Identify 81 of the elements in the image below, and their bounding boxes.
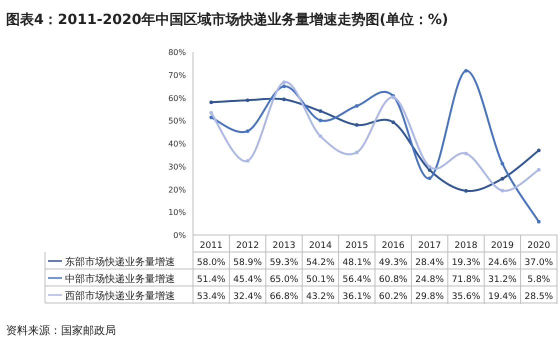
y-tick-label: 30%	[168, 162, 186, 172]
point	[282, 80, 286, 84]
point	[282, 84, 286, 88]
point	[428, 168, 432, 172]
text: 资料来源：国家邮政局	[6, 324, 116, 337]
point	[537, 220, 541, 224]
point	[500, 188, 504, 192]
point	[537, 148, 541, 152]
chart-title: 图表4：2011-2020年中国区域市场快递业务量增速走势图(单位：%)	[6, 11, 448, 28]
data-label: 24.8%	[415, 275, 444, 285]
y-tick-label: 80%	[168, 48, 186, 57]
data-label: 29.8%	[415, 292, 444, 302]
y-tick-label: 70%	[168, 70, 186, 80]
point	[464, 68, 468, 73]
data-label: 28.4%	[415, 258, 444, 268]
data-label: 60.8%	[378, 275, 408, 285]
legend-label: 西部市场快递业务量增速	[65, 290, 175, 302]
data-label: 32.4%	[233, 292, 262, 302]
point	[464, 152, 468, 156]
point	[318, 109, 322, 113]
x-tick-label: 2017	[418, 241, 442, 251]
y-tick-label: 10%	[168, 208, 186, 218]
data-label: 54.2%	[306, 258, 336, 268]
y-tick-label: 50%	[168, 116, 186, 126]
y-tick-label: 0%	[173, 231, 186, 240]
point	[209, 111, 213, 115]
x-tick-label: 2016	[382, 241, 405, 251]
data-label: 43.2%	[306, 292, 336, 302]
point	[391, 120, 395, 124]
data-label: 48.1%	[342, 258, 372, 268]
point	[209, 100, 213, 104]
data-label: 5.8%	[527, 275, 551, 285]
legend-label: 中部市场快递业务量增速	[65, 273, 175, 285]
data-label: 36.1%	[342, 292, 372, 302]
data-label: 37.0%	[524, 258, 554, 268]
x-tick-label: 2020	[527, 241, 551, 251]
data-label: 71.8%	[452, 275, 481, 285]
data-label: 35.6%	[452, 292, 481, 302]
x-tick-label: 2015	[345, 241, 368, 251]
data-label: 66.8%	[270, 292, 299, 302]
point	[318, 134, 322, 138]
point	[428, 176, 432, 180]
point	[355, 123, 359, 127]
point	[500, 176, 504, 181]
point	[500, 162, 504, 166]
data-label: 58.9%	[233, 258, 262, 268]
x-tick-label: 2018	[454, 241, 478, 251]
x-tick-label: 2012	[236, 241, 260, 251]
x-tick-label: 2011	[200, 241, 223, 251]
point	[355, 104, 359, 108]
point	[464, 189, 468, 193]
y-tick-label: 60%	[168, 94, 186, 103]
data-label: 19.3%	[452, 258, 481, 268]
point	[282, 98, 286, 102]
data-label: 24.6%	[488, 258, 518, 268]
data-label: 50.1%	[306, 275, 336, 285]
y-tick-label: 40%	[168, 140, 186, 148]
data-label: 19.4%	[488, 292, 518, 302]
data-label: 60.2%	[378, 292, 408, 302]
x-tick-label: 2019	[490, 241, 514, 251]
x-tick-label: 2013	[272, 241, 296, 251]
data-label: 28.5%	[524, 292, 554, 302]
data-label: 65.0%	[270, 275, 299, 285]
point	[209, 116, 213, 120]
y-tick-label: 20%	[168, 185, 186, 194]
point	[355, 150, 359, 154]
legend-label: 东部市场快递业务量增速	[65, 256, 175, 268]
point	[246, 159, 250, 163]
data-label: 31.2%	[488, 275, 518, 285]
data-label: 56.4%	[342, 275, 372, 285]
point	[537, 168, 541, 172]
data-label: 51.4%	[196, 275, 226, 285]
data-label: 59.3%	[270, 258, 299, 268]
data-label: 58.0%	[196, 258, 226, 268]
data-label: 53.4%	[196, 292, 226, 302]
x-tick-label: 2014	[308, 241, 332, 251]
point	[318, 118, 322, 122]
data-label: 45.4%	[233, 275, 262, 285]
point	[246, 129, 250, 133]
data-label: 49.3%	[378, 258, 408, 268]
point	[428, 165, 432, 169]
